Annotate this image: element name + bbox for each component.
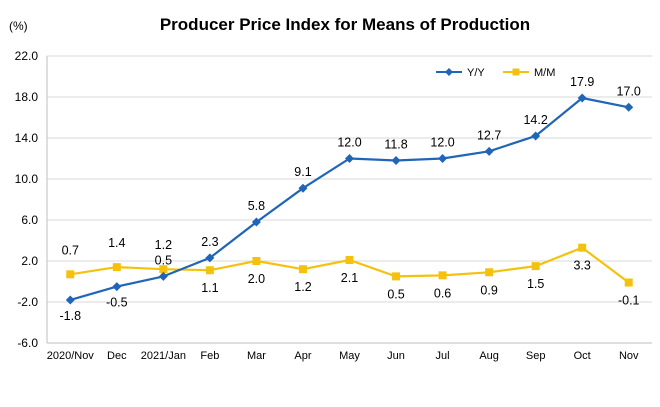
yy-point bbox=[158, 271, 168, 281]
mm-data-label: 1.2 bbox=[155, 238, 172, 252]
axes bbox=[46, 56, 652, 344]
yy-point bbox=[438, 154, 448, 163]
mm-data-label: 0.6 bbox=[434, 286, 451, 300]
yy-data-label: 17.9 bbox=[570, 75, 594, 89]
mm-data-label: 0.5 bbox=[387, 287, 404, 301]
yy-data-label: 12.0 bbox=[430, 136, 454, 150]
x-tick-label: Dec bbox=[107, 350, 127, 362]
mm-point bbox=[624, 278, 633, 287]
yy-data-label: 5.8 bbox=[248, 199, 265, 213]
x-tick-label: Jun bbox=[387, 350, 405, 362]
mm-data-label: 0.9 bbox=[480, 283, 497, 297]
legend-marker bbox=[445, 68, 453, 76]
y-tick-label: 10.0 bbox=[15, 172, 39, 186]
x-tick-label: Apr bbox=[294, 350, 311, 362]
y-tick-label: -6.0 bbox=[17, 336, 38, 350]
x-tick-label: Aug bbox=[479, 350, 499, 362]
x-tick-label: 2020/Nov bbox=[47, 350, 95, 362]
x-tick-label: Oct bbox=[574, 350, 591, 362]
mm-point bbox=[485, 268, 494, 277]
legend-label: M/M bbox=[534, 67, 555, 79]
y-tick-label: 6.0 bbox=[21, 213, 38, 227]
y-tick-label: 2.0 bbox=[21, 254, 38, 268]
y-axis-ticks: 22.0 18.0 14.0 10.0 6.0 2.0 -2.0 -6.0 bbox=[15, 49, 39, 350]
yy-data-label: 0.5 bbox=[155, 253, 172, 267]
data-labels-yy: -1.8 -0.5 0.5 2.3 5.8 9.1 12.0 11.8 12.0 12.7 14.2… bbox=[59, 75, 640, 323]
mm-data-label: 1.5 bbox=[527, 277, 544, 291]
yy-data-label: 14.2 bbox=[523, 113, 547, 127]
x-axis-ticks: 2020/Nov Dec 2021/Jan Feb Mar Apr May Jun Jul Aug… bbox=[47, 350, 639, 362]
legend: Y/Y M/M bbox=[436, 67, 555, 79]
mm-data-label: 1.2 bbox=[294, 280, 311, 294]
yy-point bbox=[577, 93, 587, 103]
mm-data-label: 1.4 bbox=[108, 236, 125, 250]
grid-lines bbox=[47, 55, 652, 344]
y-tick-label: 18.0 bbox=[15, 90, 39, 104]
yy-point bbox=[298, 183, 308, 193]
yy-point bbox=[531, 131, 541, 141]
data-labels-mm: 0.7 1.4 1.2 1.1 2.0 1.2 2.1 0.5 0.6 0.9 1.5 3.3 -0.1 bbox=[62, 236, 640, 307]
yy-data-label: 12.7 bbox=[477, 128, 501, 142]
y-tick-label: 22.0 bbox=[15, 49, 39, 63]
x-tick-label: Mar bbox=[247, 350, 266, 362]
yy-point bbox=[205, 253, 215, 263]
yy-data-label: -1.8 bbox=[59, 309, 81, 323]
x-tick-label: Feb bbox=[200, 350, 219, 362]
yy-data-label: 17.0 bbox=[617, 84, 641, 98]
mm-point bbox=[298, 265, 307, 274]
y-tick-label: 14.0 bbox=[15, 131, 39, 145]
mm-point bbox=[252, 257, 261, 265]
x-tick-label: May bbox=[339, 350, 360, 362]
mm-point bbox=[531, 262, 540, 271]
yy-point bbox=[345, 154, 354, 163]
series-yy bbox=[65, 93, 634, 305]
mm-point bbox=[578, 243, 587, 252]
mm-point bbox=[205, 266, 214, 275]
mm-point bbox=[66, 270, 75, 279]
mm-data-label: 3.3 bbox=[573, 259, 590, 273]
x-tick-label: Sep bbox=[526, 350, 546, 362]
mm-data-label: 1.1 bbox=[201, 281, 218, 295]
yy-point bbox=[251, 217, 261, 227]
y-axis-unit-label: (%) bbox=[9, 19, 28, 33]
legend-label: Y/Y bbox=[467, 67, 485, 79]
chart-title: Producer Price Index for Means of Produc… bbox=[160, 15, 530, 34]
mm-data-label: 0.7 bbox=[62, 243, 79, 257]
yy-point bbox=[624, 102, 634, 112]
mm-data-label: -0.1 bbox=[618, 294, 640, 308]
yy-data-label: 2.3 bbox=[201, 235, 218, 249]
yy-data-label: 11.8 bbox=[384, 138, 407, 152]
mm-data-label: 2.0 bbox=[248, 272, 265, 286]
x-tick-label: 2021/Jan bbox=[141, 350, 186, 362]
yy-data-label: 12.0 bbox=[337, 136, 361, 150]
legend-marker bbox=[512, 68, 520, 76]
series-mm bbox=[66, 243, 633, 287]
yy-point bbox=[391, 156, 401, 166]
x-tick-label: Nov bbox=[619, 350, 639, 362]
y-tick-label: -2.0 bbox=[17, 295, 38, 309]
yy-point bbox=[65, 295, 75, 305]
yy-point bbox=[484, 146, 494, 156]
mm-point bbox=[392, 272, 401, 281]
mm-data-label: 2.1 bbox=[341, 271, 358, 285]
mm-point bbox=[112, 263, 121, 272]
yy-data-label: 9.1 bbox=[294, 165, 311, 179]
x-tick-label: Jul bbox=[436, 350, 450, 362]
yy-data-label: -0.5 bbox=[106, 296, 128, 310]
yy-point bbox=[112, 282, 122, 292]
mm-point bbox=[438, 271, 447, 280]
mm-point bbox=[345, 255, 354, 264]
mm-point bbox=[159, 265, 168, 274]
